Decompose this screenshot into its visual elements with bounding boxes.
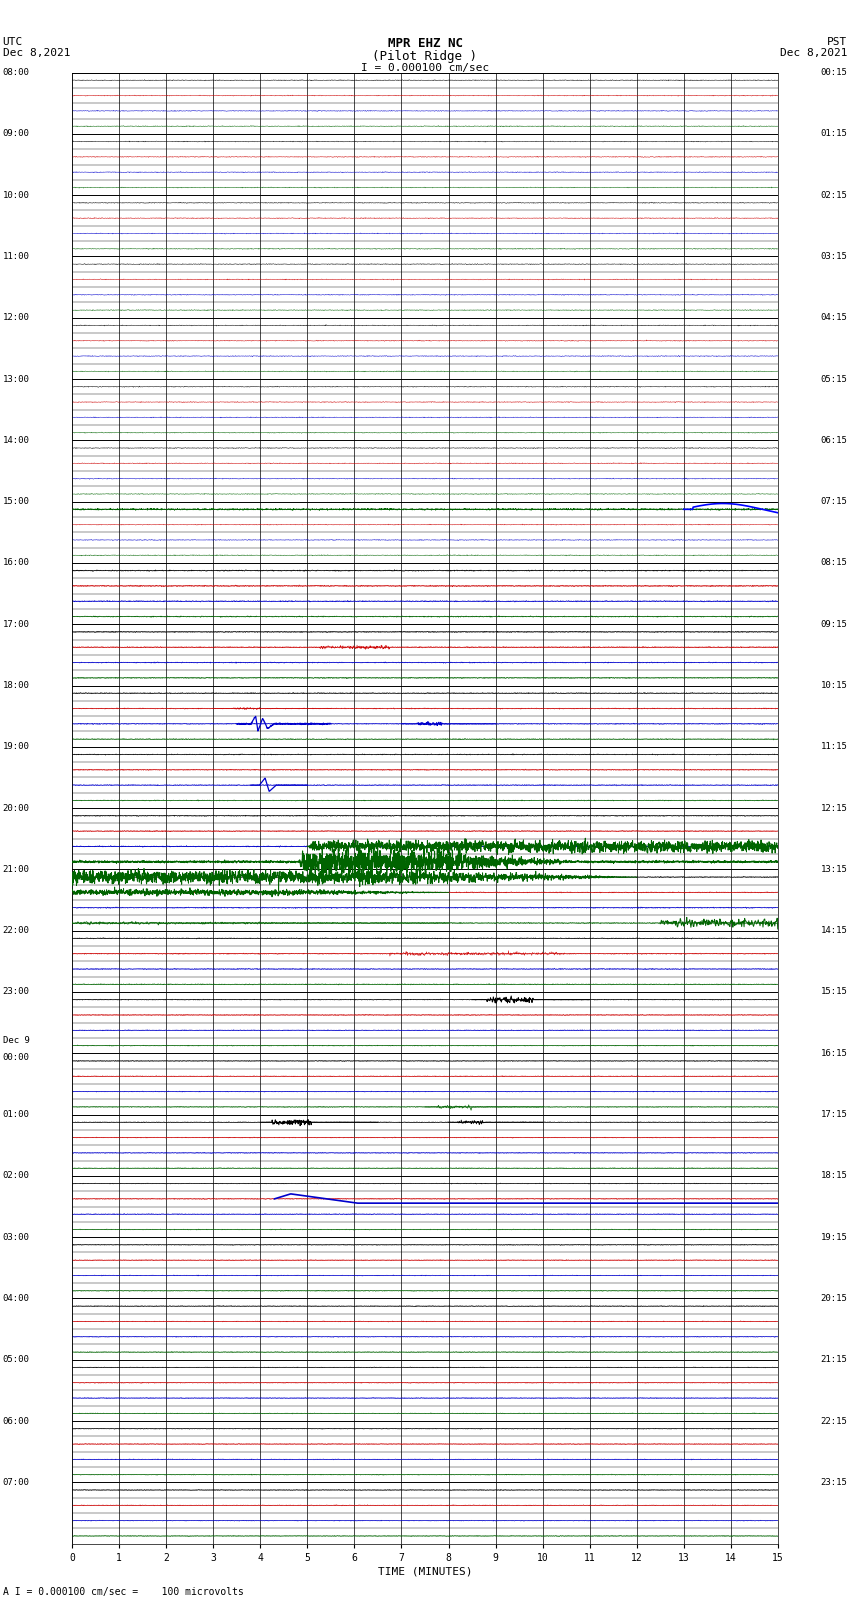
- Text: 08:00: 08:00: [3, 68, 30, 77]
- Text: 23:00: 23:00: [3, 987, 30, 997]
- Text: 07:15: 07:15: [820, 497, 847, 506]
- Text: 16:15: 16:15: [820, 1048, 847, 1058]
- Text: 06:00: 06:00: [3, 1416, 30, 1426]
- Text: 21:00: 21:00: [3, 865, 30, 874]
- Text: 19:15: 19:15: [820, 1232, 847, 1242]
- Text: 14:15: 14:15: [820, 926, 847, 936]
- Text: 14:00: 14:00: [3, 436, 30, 445]
- Text: 01:15: 01:15: [820, 129, 847, 139]
- Text: 01:00: 01:00: [3, 1110, 30, 1119]
- Text: (Pilot Ridge ): (Pilot Ridge ): [372, 50, 478, 63]
- Text: 20:15: 20:15: [820, 1294, 847, 1303]
- Text: 04:00: 04:00: [3, 1294, 30, 1303]
- Text: 18:00: 18:00: [3, 681, 30, 690]
- Text: 09:00: 09:00: [3, 129, 30, 139]
- Text: 17:15: 17:15: [820, 1110, 847, 1119]
- Text: 04:15: 04:15: [820, 313, 847, 323]
- Text: 10:00: 10:00: [3, 190, 30, 200]
- Text: UTC: UTC: [3, 37, 23, 47]
- Text: 21:15: 21:15: [820, 1355, 847, 1365]
- Text: 07:00: 07:00: [3, 1478, 30, 1487]
- X-axis label: TIME (MINUTES): TIME (MINUTES): [377, 1566, 473, 1578]
- Text: Dec 8,2021: Dec 8,2021: [3, 48, 70, 58]
- Text: MPR EHZ NC: MPR EHZ NC: [388, 37, 462, 50]
- Text: 12:15: 12:15: [820, 803, 847, 813]
- Text: 13:15: 13:15: [820, 865, 847, 874]
- Text: 13:00: 13:00: [3, 374, 30, 384]
- Text: 18:15: 18:15: [820, 1171, 847, 1181]
- Text: 23:15: 23:15: [820, 1478, 847, 1487]
- Text: 15:15: 15:15: [820, 987, 847, 997]
- Text: 22:15: 22:15: [820, 1416, 847, 1426]
- Text: 11:00: 11:00: [3, 252, 30, 261]
- Text: 05:00: 05:00: [3, 1355, 30, 1365]
- Text: 10:15: 10:15: [820, 681, 847, 690]
- Text: 02:15: 02:15: [820, 190, 847, 200]
- Text: 02:00: 02:00: [3, 1171, 30, 1181]
- Text: 19:00: 19:00: [3, 742, 30, 752]
- Text: 00:00: 00:00: [3, 1053, 30, 1063]
- Text: 03:00: 03:00: [3, 1232, 30, 1242]
- Text: Dec 8,2021: Dec 8,2021: [780, 48, 847, 58]
- Text: 05:15: 05:15: [820, 374, 847, 384]
- Text: 16:00: 16:00: [3, 558, 30, 568]
- Text: 06:15: 06:15: [820, 436, 847, 445]
- Text: 00:15: 00:15: [820, 68, 847, 77]
- Text: 20:00: 20:00: [3, 803, 30, 813]
- Text: 22:00: 22:00: [3, 926, 30, 936]
- Text: 17:00: 17:00: [3, 619, 30, 629]
- Text: 11:15: 11:15: [820, 742, 847, 752]
- Text: PST: PST: [827, 37, 847, 47]
- Text: 15:00: 15:00: [3, 497, 30, 506]
- Text: I = 0.000100 cm/sec: I = 0.000100 cm/sec: [361, 63, 489, 73]
- Text: 12:00: 12:00: [3, 313, 30, 323]
- Text: 08:15: 08:15: [820, 558, 847, 568]
- Text: A I = 0.000100 cm/sec =    100 microvolts: A I = 0.000100 cm/sec = 100 microvolts: [3, 1587, 243, 1597]
- Text: 09:15: 09:15: [820, 619, 847, 629]
- Text: 03:15: 03:15: [820, 252, 847, 261]
- Text: Dec 9: Dec 9: [3, 1036, 30, 1045]
